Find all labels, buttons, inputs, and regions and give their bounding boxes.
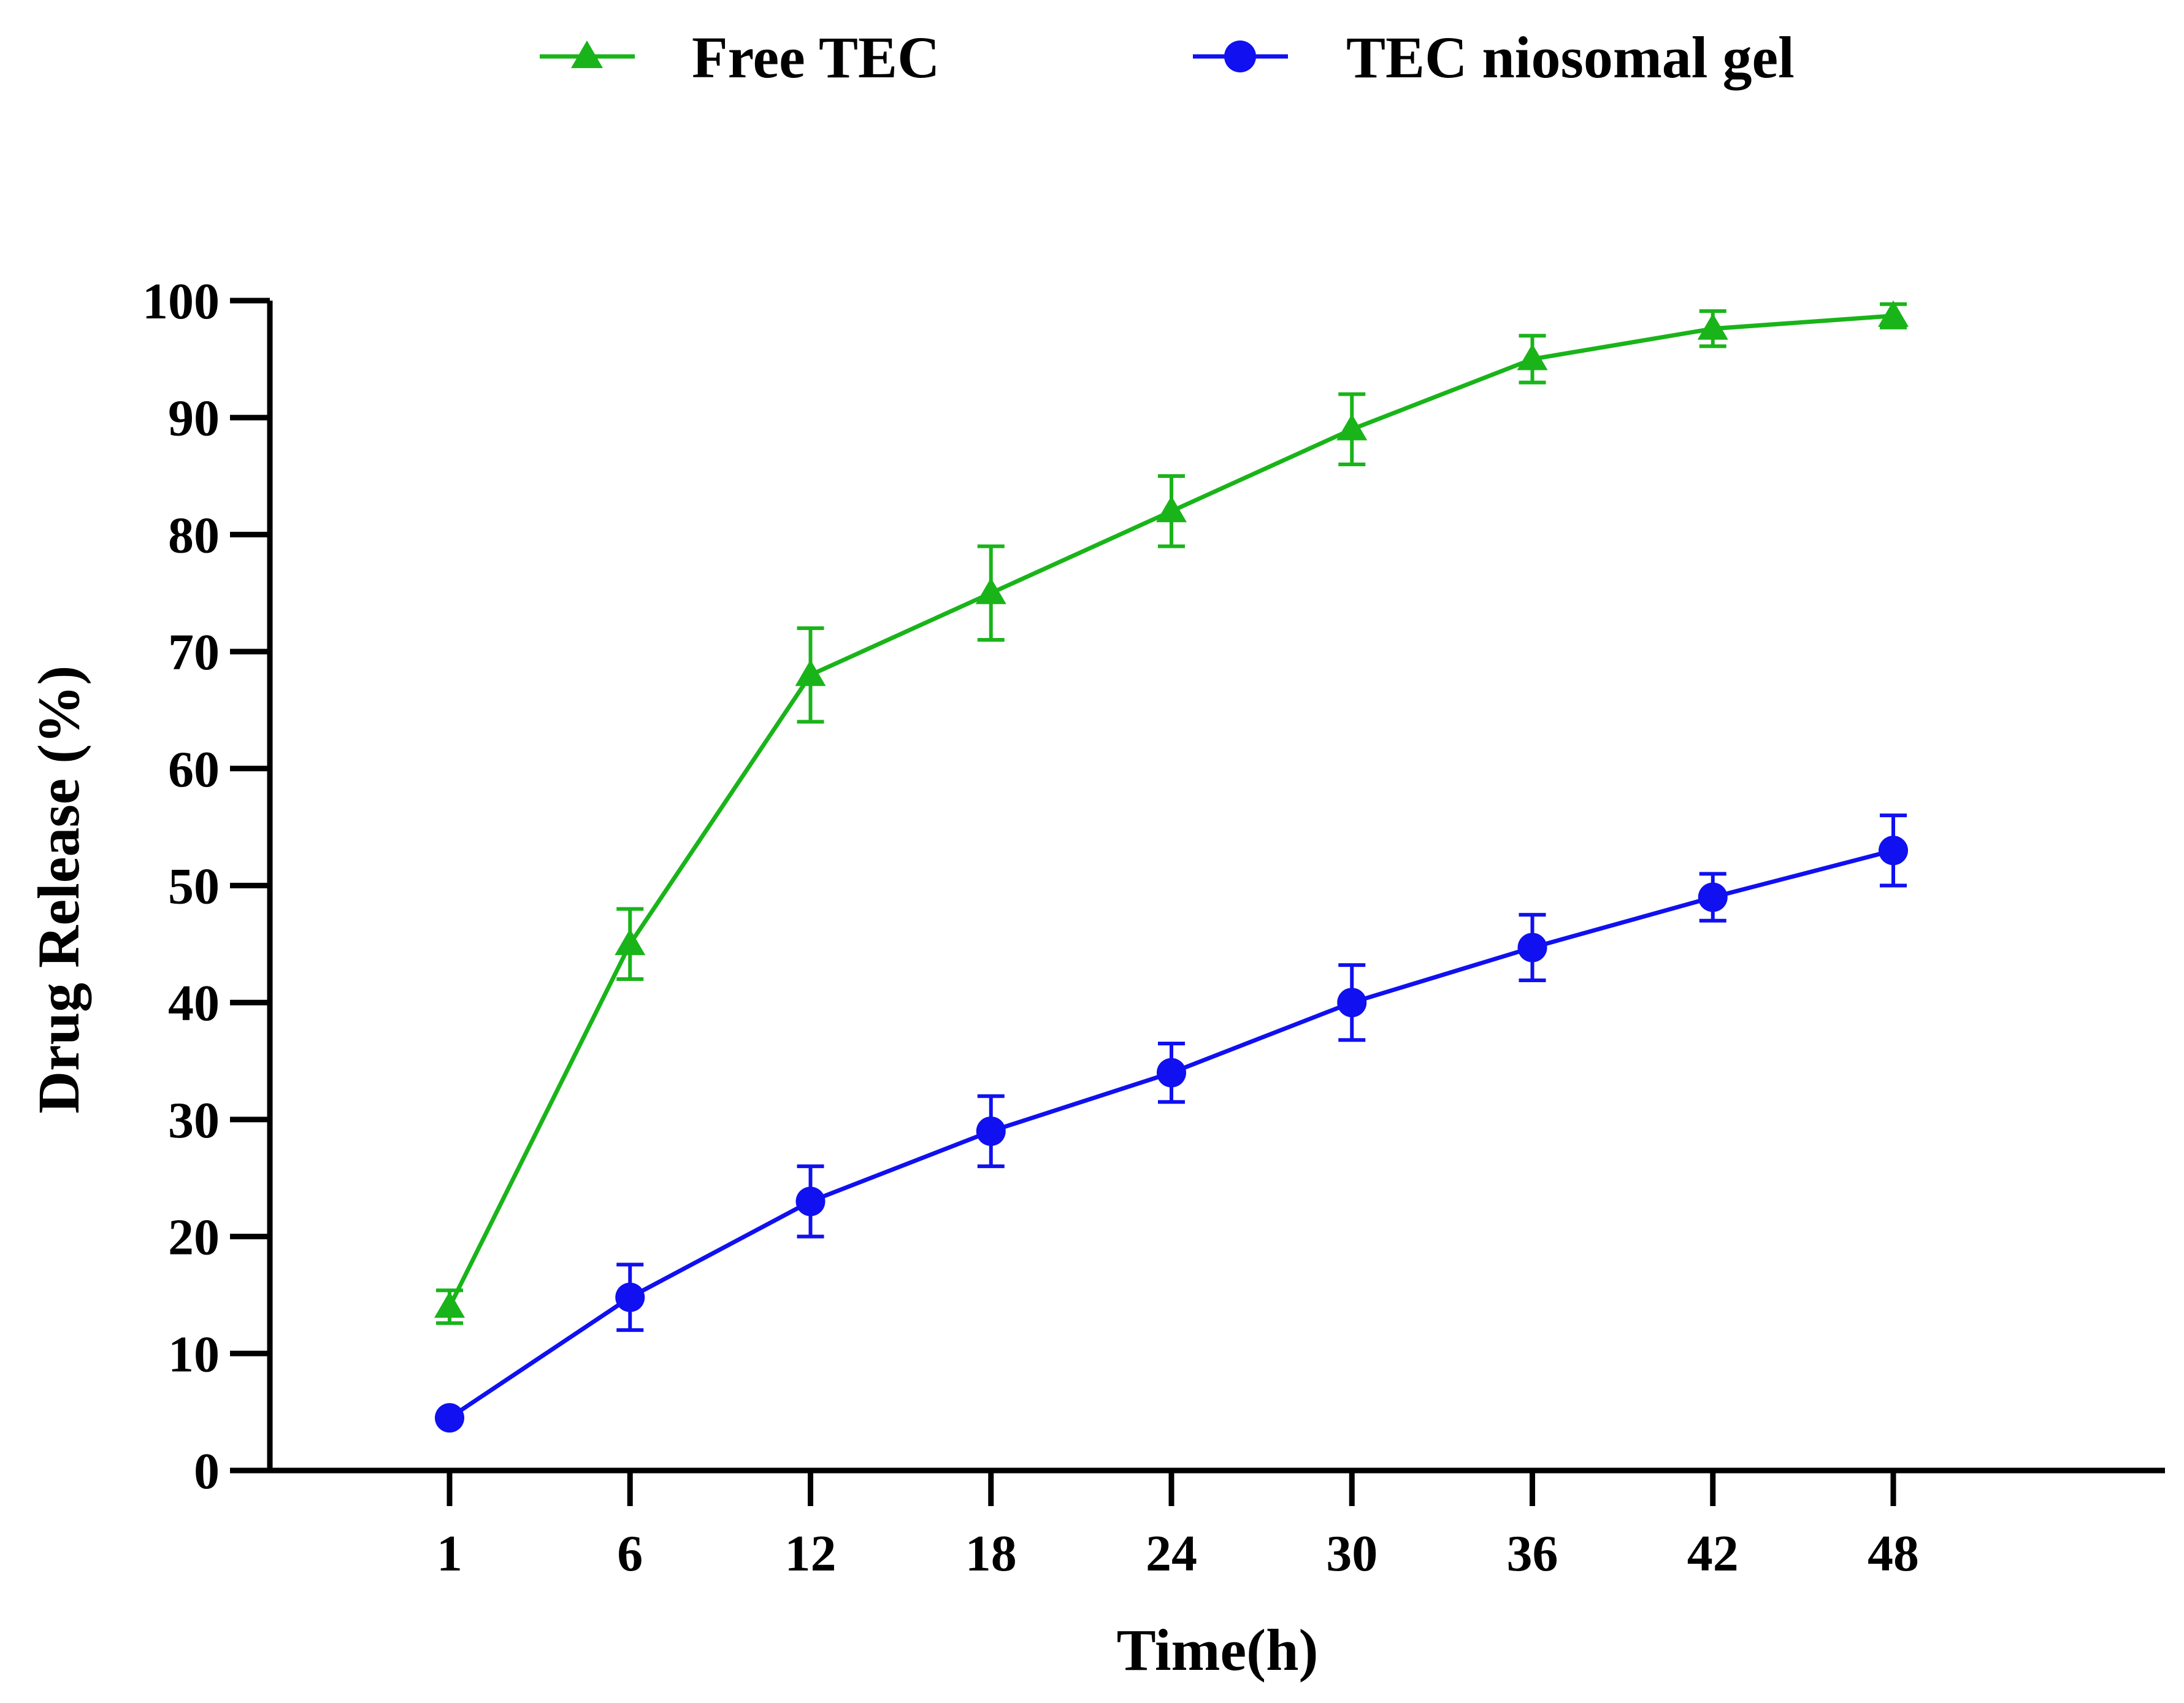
- x-tick-label: 30: [1326, 1525, 1377, 1582]
- y-axis-title: Drug Release (%): [26, 666, 91, 1113]
- data-point-triangle: [795, 659, 826, 686]
- x-tick-label: 48: [1868, 1525, 1919, 1582]
- y-tick-label: 0: [194, 1443, 220, 1500]
- y-tick-label: 10: [168, 1326, 220, 1383]
- series-tec-niosomal-gel: [435, 813, 1908, 1433]
- y-tick-label: 50: [168, 858, 220, 915]
- data-point-circle: [795, 1186, 826, 1217]
- x-tick-label: 12: [785, 1525, 837, 1582]
- legend-label-free-tec: Free TEC: [692, 25, 940, 90]
- data-point-circle: [435, 1403, 464, 1433]
- y-tick-label: 100: [142, 273, 220, 330]
- y-tick-label: 70: [168, 624, 220, 681]
- plot-area: [434, 300, 1909, 1433]
- data-point-circle: [1517, 932, 1547, 963]
- legend-marker-circle-icon: [1224, 40, 1256, 72]
- x-ticks: 1 6 12 18 24 30 36 42 48: [437, 1470, 1919, 1582]
- data-point-triangle: [975, 577, 1006, 604]
- series-line-tec-niosomal-gel: [448, 848, 1894, 1420]
- y-tick-label: 20: [168, 1209, 220, 1266]
- y-ticks: 0 10 20 30 40 50 60 70 80 90 100: [142, 273, 270, 1500]
- data-point-triangle: [434, 1291, 465, 1318]
- y-tick-label: 40: [168, 975, 220, 1032]
- legend-marker-triangle-icon: [571, 40, 603, 68]
- legend-label-tec-niosomal-gel: TEC niosomal gel: [1346, 25, 1795, 90]
- data-point-circle: [1157, 1058, 1186, 1088]
- data-point-circle: [1698, 882, 1728, 912]
- x-tick-label: 42: [1687, 1525, 1739, 1582]
- x-tick-label: 1: [437, 1525, 462, 1582]
- data-point-triangle: [615, 928, 646, 955]
- data-point-triangle: [1517, 344, 1548, 371]
- data-point-circle: [615, 1282, 645, 1312]
- legend: Free TEC TEC niosomal gel: [540, 25, 1795, 90]
- axes: 0 10 20 30 40 50 60 70 80 90 100 1 6 12 18 24 30 36 42 48: [142, 273, 2165, 1582]
- data-point-triangle: [1336, 413, 1368, 440]
- data-point-triangle: [1878, 300, 1909, 327]
- x-axis-title: Time(h): [1117, 1617, 1319, 1683]
- x-tick-label: 18: [965, 1525, 1017, 1582]
- y-tick-label: 80: [168, 507, 220, 564]
- x-tick-label: 24: [1146, 1525, 1197, 1582]
- data-point-circle: [976, 1116, 1006, 1146]
- data-point-triangle: [1156, 496, 1187, 523]
- legend-item-tec-niosomal-gel: TEC niosomal gel: [1193, 25, 1795, 90]
- y-tick-label: 30: [168, 1092, 220, 1149]
- series-line-free-tec: [447, 313, 1894, 1308]
- data-point-circle: [1337, 988, 1367, 1018]
- y-tick-label: 60: [168, 741, 220, 798]
- x-tick-label: 6: [617, 1525, 643, 1582]
- x-tick-label: 36: [1507, 1525, 1558, 1582]
- series-free-tec: [434, 300, 1909, 1325]
- data-point-triangle: [1697, 313, 1728, 340]
- y-tick-label: 90: [168, 390, 220, 447]
- data-point-circle: [1879, 836, 1908, 866]
- legend-item-free-tec: Free TEC: [540, 25, 940, 90]
